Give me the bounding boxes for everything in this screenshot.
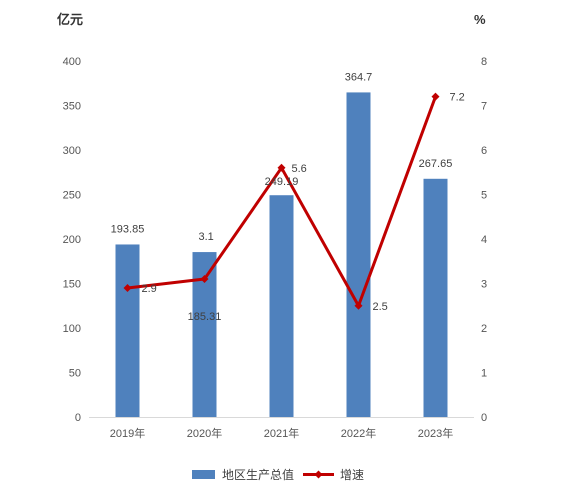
growth-value-label: 3.1 — [199, 231, 214, 243]
growth-value-label: 7.2 — [450, 92, 465, 104]
legend: 地区生产总值 增速 — [192, 467, 364, 482]
right-tick-label: 0 — [481, 412, 487, 424]
growth-line — [123, 92, 440, 310]
bar — [423, 178, 448, 417]
bar-value-label: 193.85 — [111, 223, 145, 235]
x-tick-label: 2020年 — [187, 426, 222, 440]
right-tick-label: 3 — [481, 279, 487, 291]
left-tick-label: 250 — [63, 190, 81, 202]
data-labels: 193.85 185.31 249.19 364.7 267.65 2.9 3.1 5.6 2.… — [111, 71, 465, 323]
right-tick-label: 1 — [481, 368, 487, 380]
right-tick-label: 6 — [481, 145, 487, 157]
growth-point — [277, 163, 286, 172]
bar-value-label: 185.31 — [188, 311, 222, 323]
axes: 0 50 100 150 200 250 300 350 400 0 1 2 3 4 5 6 7 8 2019年 20… — [63, 56, 487, 440]
legend-label-growth: 增速 — [340, 468, 364, 482]
right-tick-label: 8 — [481, 56, 487, 68]
right-tick-label: 7 — [481, 101, 487, 113]
growth-point — [123, 283, 132, 292]
legend-label-gdp: 地区生产总值 — [222, 467, 294, 482]
right-tick-label: 4 — [481, 234, 487, 246]
x-tick-label: 2022年 — [341, 426, 376, 440]
left-tick-label: 350 — [63, 101, 81, 113]
x-tick-label: 2021年 — [264, 426, 299, 440]
left-axis-unit: 亿元 — [57, 12, 83, 27]
left-tick-label: 50 — [69, 368, 81, 380]
growth-value-label: 2.9 — [142, 283, 157, 295]
left-tick-label: 0 — [75, 412, 81, 424]
legend-marker-growth — [314, 470, 323, 479]
growth-value-label: 5.6 — [292, 163, 307, 175]
bar — [115, 244, 140, 417]
x-tick-label: 2023年 — [418, 426, 453, 440]
growth-point — [431, 92, 440, 101]
bar-value-label: 249.19 — [265, 176, 299, 188]
left-tick-label: 300 — [63, 145, 81, 157]
left-tick-label: 400 — [63, 56, 81, 68]
right-tick-label: 2 — [481, 323, 487, 335]
growth-point — [200, 275, 209, 284]
bars — [115, 92, 448, 418]
left-tick-label: 100 — [63, 323, 81, 335]
bar — [269, 195, 294, 417]
growth-point — [354, 301, 363, 310]
right-axis-unit: % — [474, 12, 486, 27]
left-tick-label: 200 — [63, 234, 81, 246]
growth-value-label: 2.5 — [373, 301, 388, 313]
left-tick-label: 150 — [63, 279, 81, 291]
bar-value-label: 267.65 — [419, 158, 453, 170]
bar — [346, 92, 371, 418]
bar-value-label: 364.7 — [345, 71, 373, 83]
x-tick-label: 2019年 — [110, 426, 145, 440]
legend-swatch-gdp — [192, 470, 215, 479]
right-tick-label: 5 — [481, 190, 487, 202]
